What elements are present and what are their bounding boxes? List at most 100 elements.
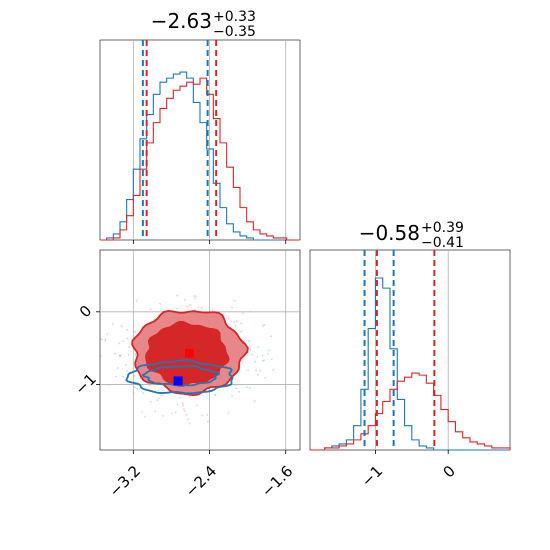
axes-frame [309, 249, 511, 451]
scatter-point [125, 364, 127, 367]
scatter-point [148, 384, 151, 387]
scatter-point [234, 384, 237, 386]
scatter-point [114, 375, 117, 378]
scatter-point [141, 410, 144, 413]
scatter-point [227, 317, 230, 320]
scatter-point [183, 408, 185, 410]
scatter-point [193, 295, 196, 297]
hist1-title-plus: +0.33 [213, 9, 256, 25]
scatter-point [193, 297, 196, 300]
scatter-point [270, 358, 273, 360]
scatter-point [133, 386, 136, 389]
scatter-point [126, 337, 129, 340]
scatter-point [132, 392, 135, 394]
scatter-point [195, 404, 198, 407]
histogram-step-line [310, 372, 511, 451]
scatter-point [136, 387, 139, 390]
scatter-point [189, 396, 191, 398]
scatter-point [256, 373, 259, 376]
scatter-point [206, 414, 209, 416]
scatter-point [254, 360, 257, 363]
x-tick-label: −1.6 [258, 462, 296, 500]
scatter-point [183, 410, 186, 413]
scatter-point [233, 320, 236, 323]
scatter-point [176, 403, 179, 406]
contour-level [141, 365, 220, 387]
scatter-point [135, 299, 138, 302]
scatter-point [100, 355, 102, 358]
scatter-point [106, 333, 109, 336]
scatter-point [259, 369, 261, 372]
scatter-point [263, 323, 266, 326]
scatter-point [256, 355, 259, 358]
scatter-point [267, 352, 269, 355]
scatter-point [186, 305, 189, 308]
histogram-series [100, 71, 300, 241]
scatter-point [122, 375, 124, 378]
scatter-point [126, 370, 129, 372]
scatter-point [176, 294, 179, 297]
scatter-point [272, 369, 275, 372]
x-ticks: −1 0 [358, 450, 459, 490]
hist1-title-minus: −0.35 [213, 24, 256, 40]
scatter-point [159, 302, 162, 305]
scatter-point [238, 391, 240, 393]
scatter-point [264, 376, 267, 379]
scatter-point [134, 353, 137, 355]
scatter-point [104, 338, 107, 341]
scatter-point [139, 377, 142, 380]
scatter-point [245, 386, 248, 389]
hist2-title-minus: −0.41 [421, 235, 464, 251]
scatter-points [100, 294, 275, 425]
scatter-point [255, 369, 257, 372]
scatter-point [188, 422, 191, 425]
x-tick-label: −1 [358, 462, 386, 490]
scatter-point [253, 400, 256, 402]
scatter-point [118, 342, 120, 345]
scatter-point [234, 324, 237, 327]
scatter-point [126, 328, 129, 331]
x-ticks [132, 240, 287, 244]
truth-markers [173, 348, 195, 386]
scatter-point [133, 374, 136, 377]
scatter-point [181, 402, 184, 404]
histogram-panel-param2: −1 0 −0.58 +0.39 −0.41 [309, 220, 511, 490]
scatter-point [195, 295, 198, 298]
scatter-point [157, 389, 160, 392]
scatter-point [262, 325, 264, 327]
scatter-point [118, 355, 121, 357]
x-tick-label: 0 [439, 462, 458, 481]
scatter-point [227, 412, 230, 414]
scatter-point [233, 299, 236, 302]
scatter-point [201, 306, 203, 309]
scatter-point [235, 320, 238, 323]
scatter-point [133, 331, 136, 333]
scatter-point [242, 312, 244, 315]
scatter-point [268, 349, 270, 352]
hist2-title-median: −0.58 [359, 221, 420, 245]
quantile-lines [363, 250, 436, 450]
scatter-point [157, 397, 160, 400]
quantile-lines [141, 40, 218, 240]
truth-marker [173, 376, 183, 386]
y-tick-label: −1 [71, 370, 99, 398]
scatter-point [248, 348, 251, 351]
hist1-title: −2.63 [151, 9, 212, 33]
scatter-point [111, 323, 114, 326]
y-ticks: 0 −1 [71, 302, 100, 398]
scatter-point [179, 396, 182, 399]
scatter-point [162, 414, 164, 417]
scatter-point [114, 352, 117, 355]
scatter-point [248, 340, 250, 343]
contour-panel-param1-param2: −3.2 −2.4 −1.6 0 −1 [71, 249, 301, 501]
scatter-point [231, 306, 233, 309]
scatter-point [261, 354, 264, 357]
x-tick-label: −2.4 [182, 462, 220, 500]
scatter-point [156, 399, 159, 402]
scatter-point [214, 394, 217, 396]
scatter-point [185, 413, 188, 416]
x-ticks: −3.2 −2.4 −1.6 [106, 450, 296, 501]
scatter-point [263, 359, 265, 362]
scatter-point [240, 322, 243, 325]
scatter-point [184, 298, 186, 301]
